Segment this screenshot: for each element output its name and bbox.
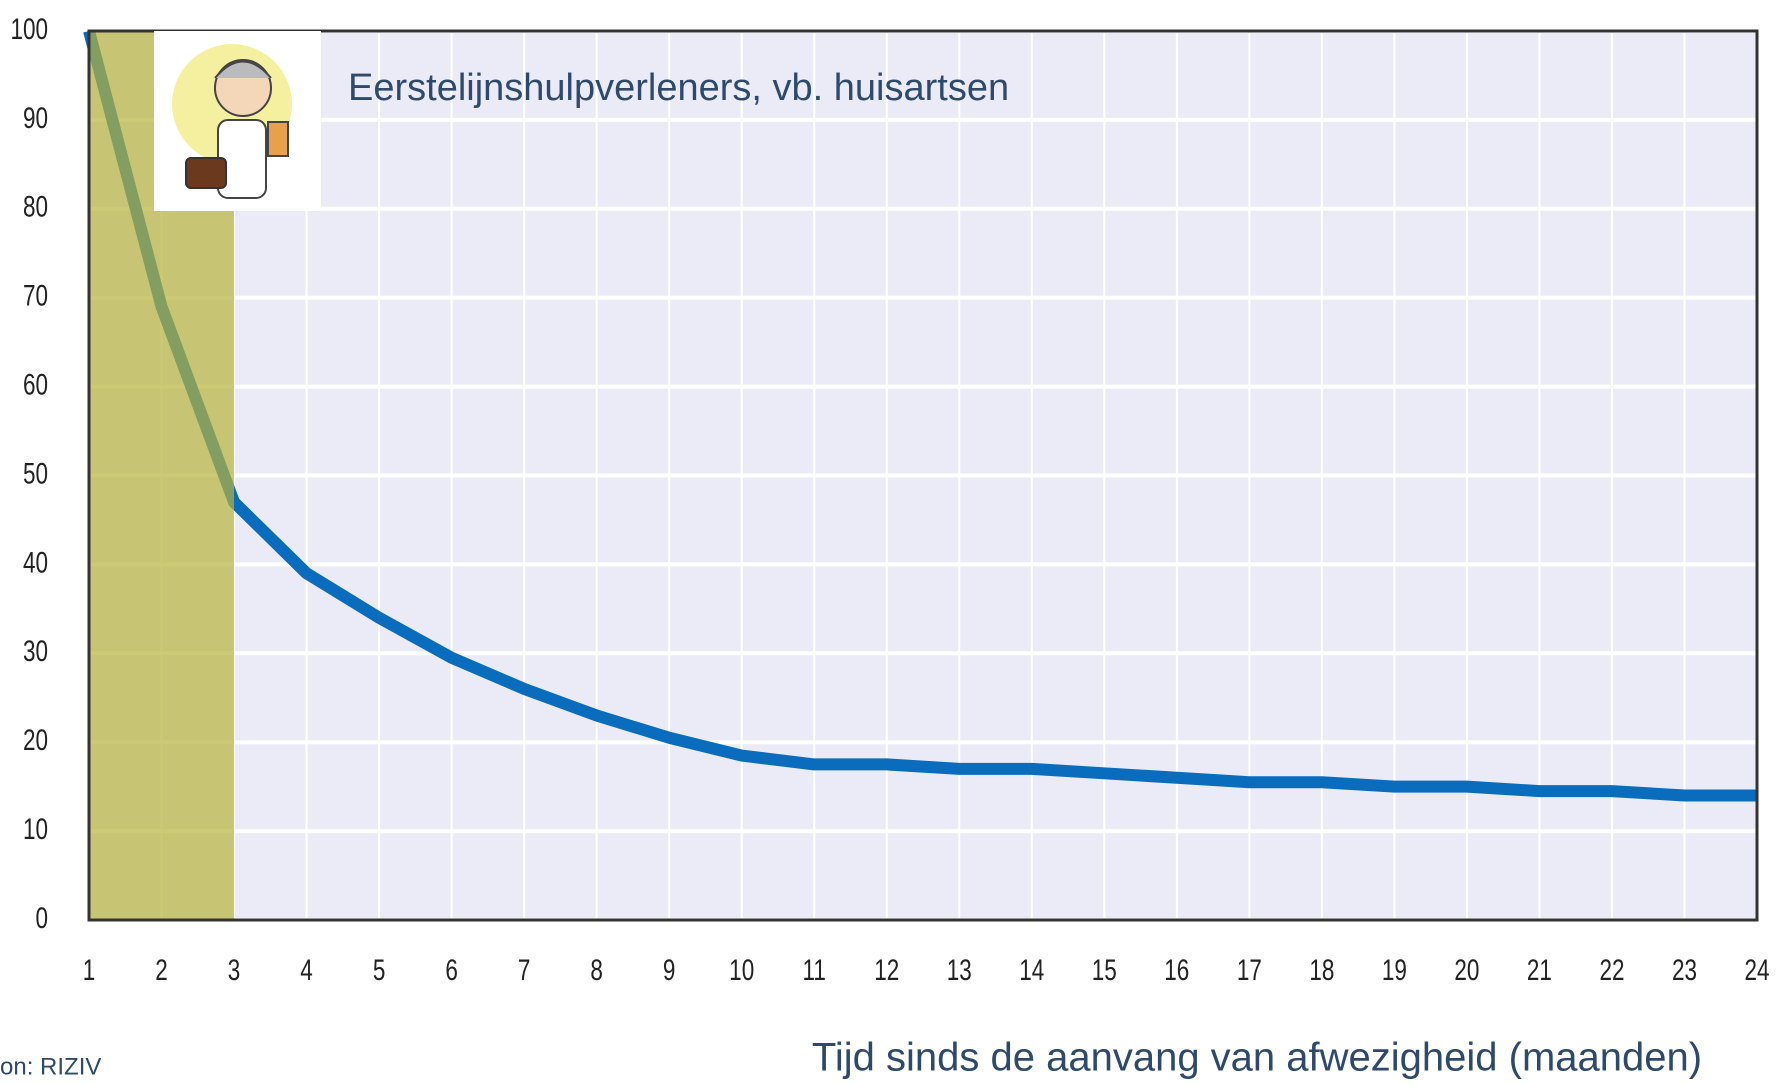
chart: Eerstelijnshulpverleners, vb. huisartsen… bbox=[0, 0, 1791, 1084]
x-tick-label: 9 bbox=[663, 953, 676, 987]
y-tick-label: 90 bbox=[23, 101, 48, 135]
x-tick-label: 16 bbox=[1164, 953, 1189, 987]
x-tick-label: 4 bbox=[300, 953, 313, 987]
x-tick-label: 23 bbox=[1672, 953, 1697, 987]
x-tick-label: 21 bbox=[1527, 953, 1552, 987]
x-tick-label: 22 bbox=[1599, 953, 1624, 987]
x-tick-label: 7 bbox=[518, 953, 531, 987]
page: Eerstelijnshulpverleners, vb. huisartsen… bbox=[0, 0, 1791, 1084]
x-tick-label: 24 bbox=[1744, 953, 1769, 987]
y-tick-label: 100 bbox=[10, 12, 48, 46]
x-axis-label: Tijd sinds de aanvang van afwezigheid (m… bbox=[812, 1036, 1702, 1080]
x-tick-label: 8 bbox=[590, 953, 603, 987]
y-tick-label: 60 bbox=[23, 367, 48, 401]
x-tick-label: 5 bbox=[373, 953, 386, 987]
y-tick-label: 40 bbox=[23, 545, 48, 579]
y-tick-label: 10 bbox=[23, 812, 48, 846]
x-tick-label: 14 bbox=[1019, 953, 1044, 987]
x-tick-label: 6 bbox=[445, 953, 458, 987]
doctor-picture bbox=[154, 31, 321, 211]
y-tick-label: 50 bbox=[23, 456, 48, 490]
y-tick-label: 70 bbox=[23, 278, 48, 312]
x-tick-label: 15 bbox=[1092, 953, 1117, 987]
x-tick-label: 20 bbox=[1454, 953, 1479, 987]
source: on: RIZIV bbox=[0, 1053, 101, 1080]
annotation: Eerstelijnshulpverleners, vb. huisartsen bbox=[348, 67, 1009, 109]
x-tick-label: 11 bbox=[803, 953, 826, 987]
x-tick-label: 19 bbox=[1382, 953, 1407, 987]
picture-bag bbox=[186, 158, 226, 188]
x-tick-label: 10 bbox=[729, 953, 754, 987]
x-tick-label: 13 bbox=[947, 953, 972, 987]
x-tick-label: 18 bbox=[1309, 953, 1334, 987]
y-tick-label: 80 bbox=[23, 190, 48, 224]
x-tick-label: 12 bbox=[874, 953, 899, 987]
x-tick-label: 17 bbox=[1237, 953, 1262, 987]
x-tick-label: 2 bbox=[155, 953, 168, 987]
y-tick-label: 0 bbox=[35, 901, 48, 935]
y-tick-label: 20 bbox=[23, 723, 48, 757]
y-tick-label: 30 bbox=[23, 634, 48, 668]
x-tick-label: 3 bbox=[228, 953, 241, 987]
picture-clipboard bbox=[268, 122, 288, 156]
x-tick-label: 1 bbox=[83, 953, 96, 987]
